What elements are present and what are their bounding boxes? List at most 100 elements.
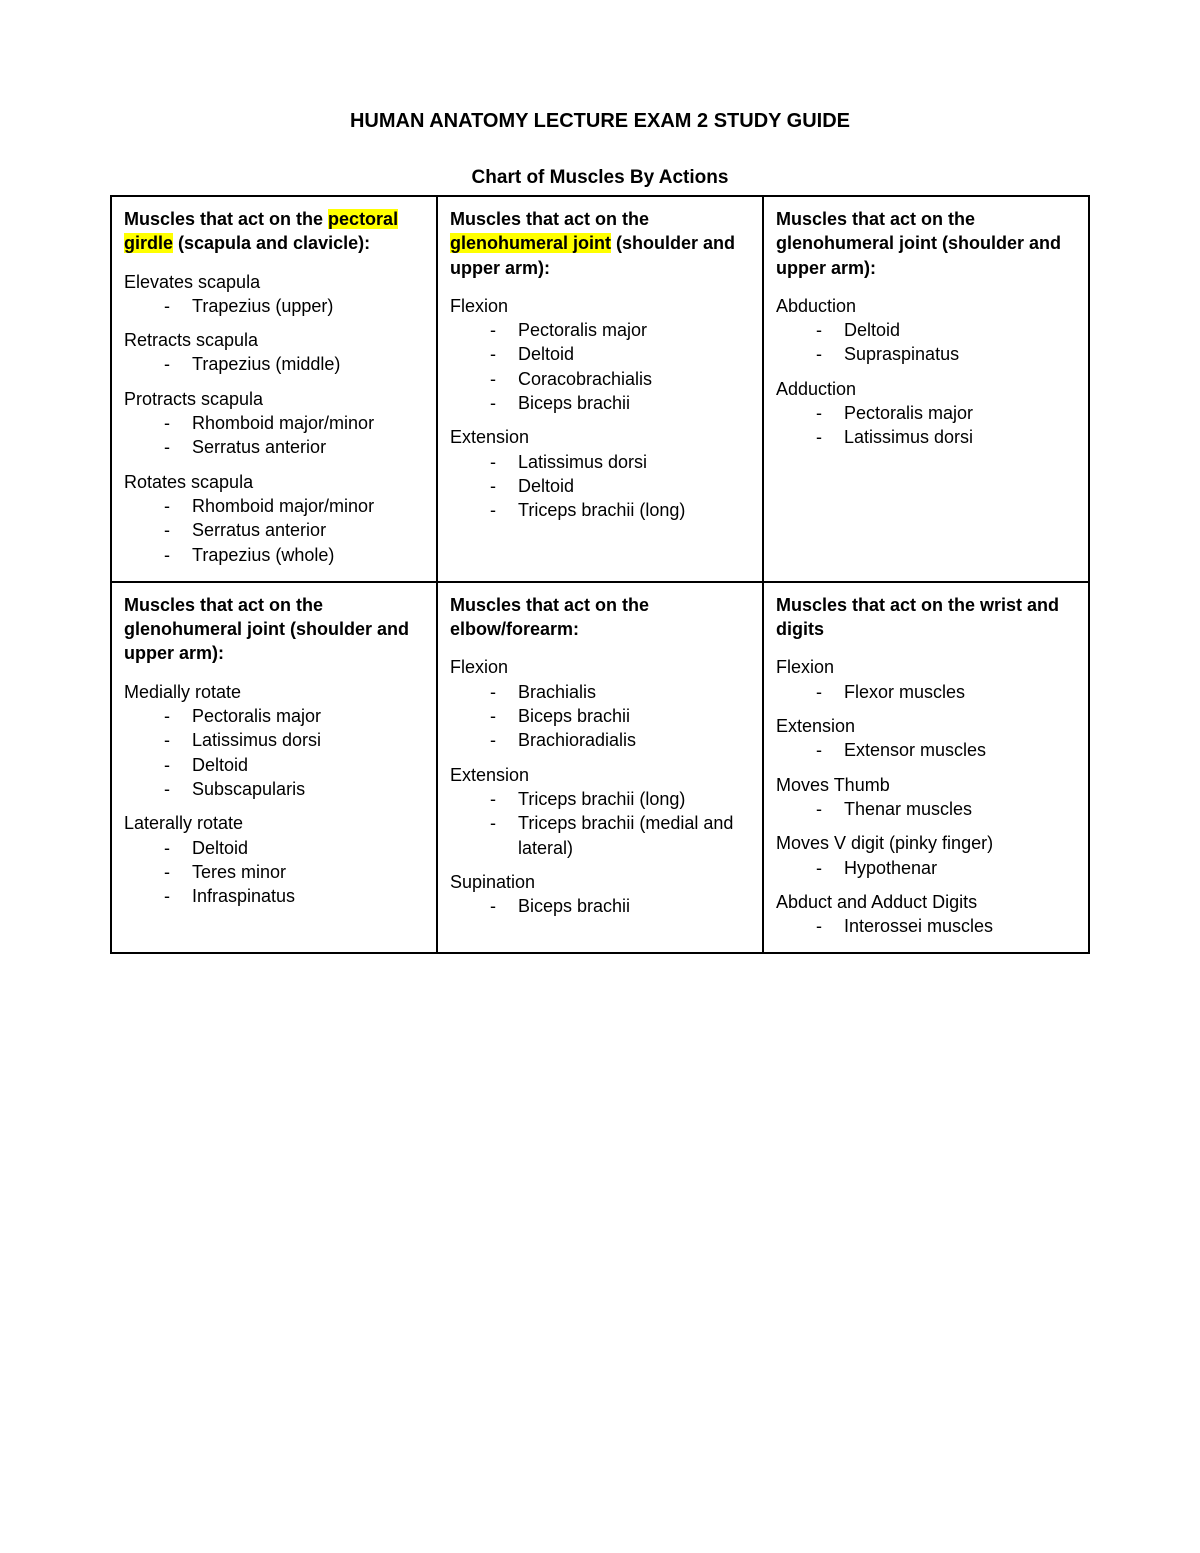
action-group: Medially rotatePectoralis majorLatissimu… <box>124 680 424 801</box>
muscle-list: Latissimus dorsiDeltoidTriceps brachii (… <box>490 450 750 523</box>
muscle-item: Subscapularis <box>164 777 424 801</box>
action-label: Laterally rotate <box>124 811 424 835</box>
muscle-item: Trapezius (middle) <box>164 352 424 376</box>
action-label: Extension <box>450 763 750 787</box>
action-label: Flexion <box>450 294 750 318</box>
action-group: SupinationBiceps brachii <box>450 870 750 919</box>
muscle-item: Brachioradialis <box>490 728 750 752</box>
heading-highlight: glenohumeral joint <box>450 233 611 253</box>
action-group: Abduct and Adduct DigitsInterossei muscl… <box>776 890 1076 939</box>
muscle-list: Trapezius (upper) <box>164 294 424 318</box>
muscle-item: Infraspinatus <box>164 884 424 908</box>
document-title: HUMAN ANATOMY LECTURE EXAM 2 STUDY GUIDE <box>110 110 1090 133</box>
muscle-chart-table: Muscles that act on the pectoral girdle … <box>110 195 1090 954</box>
muscle-list: BrachialisBiceps brachiiBrachioradialis <box>490 680 750 753</box>
action-label: Flexion <box>450 655 750 679</box>
muscle-item: Pectoralis major <box>164 704 424 728</box>
chart-cell: Muscles that act on the glenohumeral joi… <box>763 196 1089 582</box>
cell-heading: Muscles that act on the glenohumeral joi… <box>124 593 424 666</box>
muscle-list: DeltoidSupraspinatus <box>816 318 1076 367</box>
muscle-item: Pectoralis major <box>490 318 750 342</box>
action-group: Elevates scapulaTrapezius (upper) <box>124 270 424 319</box>
muscle-list: DeltoidTeres minorInfraspinatus <box>164 836 424 909</box>
action-group: Rotates scapulaRhomboid major/minorSerra… <box>124 470 424 567</box>
muscle-item: Coracobrachialis <box>490 367 750 391</box>
chart-cell: Muscles that act on the wrist and digits… <box>763 582 1089 954</box>
action-group: Moves V digit (pinky finger)Hypothenar <box>776 831 1076 880</box>
action-group: FlexionBrachialisBiceps brachiiBrachiora… <box>450 655 750 752</box>
action-label: Extension <box>450 425 750 449</box>
page: HUMAN ANATOMY LECTURE EXAM 2 STUDY GUIDE… <box>0 0 1200 1553</box>
action-label: Protracts scapula <box>124 387 424 411</box>
chart-subtitle: Chart of Muscles By Actions <box>110 167 1090 189</box>
muscle-item: Trapezius (whole) <box>164 543 424 567</box>
heading-pre: Muscles that act on the elbow/forearm: <box>450 595 649 639</box>
muscle-item: Triceps brachii (long) <box>490 498 750 522</box>
muscle-item: Pectoralis major <box>816 401 1076 425</box>
muscle-item: Serratus anterior <box>164 518 424 542</box>
action-label: Abduction <box>776 294 1076 318</box>
action-label: Moves V digit (pinky finger) <box>776 831 1076 855</box>
muscle-list: Flexor muscles <box>816 680 1076 704</box>
chart-cell: Muscles that act on the glenohumeral joi… <box>111 582 437 954</box>
cell-heading: Muscles that act on the elbow/forearm: <box>450 593 750 642</box>
muscle-list: Pectoralis majorDeltoidCoracobrachialisB… <box>490 318 750 415</box>
muscle-item: Flexor muscles <box>816 680 1076 704</box>
muscle-item: Rhomboid major/minor <box>164 411 424 435</box>
heading-pre: Muscles that act on the <box>124 209 328 229</box>
action-group: Retracts scapulaTrapezius (middle) <box>124 328 424 377</box>
muscle-item: Interossei muscles <box>816 914 1076 938</box>
muscle-list: Rhomboid major/minorSerratus anteriorTra… <box>164 494 424 567</box>
action-group: ExtensionTriceps brachii (long)Triceps b… <box>450 763 750 860</box>
muscle-item: Triceps brachii (long) <box>490 787 750 811</box>
muscle-item: Latissimus dorsi <box>490 450 750 474</box>
muscle-item: Supraspinatus <box>816 342 1076 366</box>
action-label: Flexion <box>776 655 1076 679</box>
muscle-item: Thenar muscles <box>816 797 1076 821</box>
action-label: Abduct and Adduct Digits <box>776 890 1076 914</box>
muscle-item: Biceps brachii <box>490 704 750 728</box>
action-group: FlexionPectoralis majorDeltoidCoracobrac… <box>450 294 750 415</box>
action-label: Adduction <box>776 377 1076 401</box>
action-label: Moves Thumb <box>776 773 1076 797</box>
heading-pre: Muscles that act on the glenohumeral joi… <box>776 209 1061 278</box>
muscle-list: Interossei muscles <box>816 914 1076 938</box>
action-group: ExtensionLatissimus dorsiDeltoidTriceps … <box>450 425 750 522</box>
muscle-item: Latissimus dorsi <box>816 425 1076 449</box>
muscle-list: Extensor muscles <box>816 738 1076 762</box>
muscle-item: Deltoid <box>164 753 424 777</box>
muscle-item: Deltoid <box>164 836 424 860</box>
chart-cell: Muscles that act on the pectoral girdle … <box>111 196 437 582</box>
muscle-list: Hypothenar <box>816 856 1076 880</box>
muscle-item: Deltoid <box>490 342 750 366</box>
muscle-item: Latissimus dorsi <box>164 728 424 752</box>
action-label: Medially rotate <box>124 680 424 704</box>
muscle-item: Rhomboid major/minor <box>164 494 424 518</box>
cell-heading: Muscles that act on the pectoral girdle … <box>124 207 424 256</box>
muscle-item: Teres minor <box>164 860 424 884</box>
muscle-item: Hypothenar <box>816 856 1076 880</box>
muscle-list: Trapezius (middle) <box>164 352 424 376</box>
muscle-list: Rhomboid major/minorSerratus anterior <box>164 411 424 460</box>
chart-cell: Muscles that act on the elbow/forearm: Fl… <box>437 582 763 954</box>
muscle-item: Serratus anterior <box>164 435 424 459</box>
action-group: AbductionDeltoidSupraspinatus <box>776 294 1076 367</box>
muscle-item: Deltoid <box>816 318 1076 342</box>
cell-heading: Muscles that act on the glenohumeral joi… <box>776 207 1076 280</box>
muscle-item: Biceps brachii <box>490 894 750 918</box>
action-group: Laterally rotateDeltoidTeres minorInfras… <box>124 811 424 908</box>
muscle-item: Trapezius (upper) <box>164 294 424 318</box>
action-group: Moves ThumbThenar muscles <box>776 773 1076 822</box>
muscle-item: Biceps brachii <box>490 391 750 415</box>
heading-pre: Muscles that act on the glenohumeral joi… <box>124 595 409 664</box>
muscle-item: Triceps brachii (medial and lateral) <box>490 811 750 860</box>
muscle-item: Brachialis <box>490 680 750 704</box>
action-label: Extension <box>776 714 1076 738</box>
chart-cell: Muscles that act on the glenohumeral joi… <box>437 196 763 582</box>
action-label: Rotates scapula <box>124 470 424 494</box>
muscle-list: Thenar muscles <box>816 797 1076 821</box>
muscle-list: Pectoralis majorLatissimus dorsiDeltoidS… <box>164 704 424 801</box>
heading-pre: Muscles that act on the <box>450 209 649 229</box>
action-group: Protracts scapulaRhomboid major/minorSer… <box>124 387 424 460</box>
muscle-list: Triceps brachii (long)Triceps brachii (m… <box>490 787 750 860</box>
